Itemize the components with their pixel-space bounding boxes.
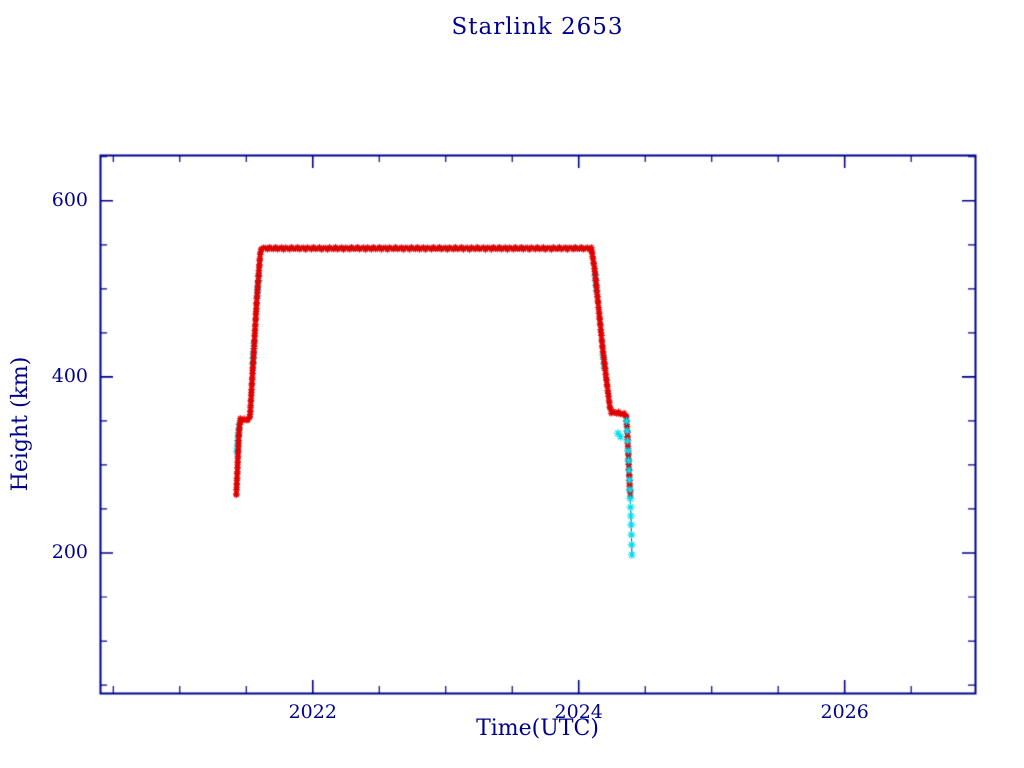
- x-tick-label: 2022: [288, 701, 337, 723]
- y-tick-label: 200: [51, 540, 88, 563]
- y-axis-label: Height (km): [8, 356, 33, 492]
- x-tick-label: 2024: [554, 701, 603, 723]
- y-tick-label: 400: [51, 364, 88, 387]
- x-tick-label: 2026: [820, 701, 869, 723]
- chart-title: Starlink 2653: [451, 14, 624, 40]
- x-axis-label: Time(UTC): [476, 716, 599, 741]
- y-tick-label: 600: [51, 188, 88, 211]
